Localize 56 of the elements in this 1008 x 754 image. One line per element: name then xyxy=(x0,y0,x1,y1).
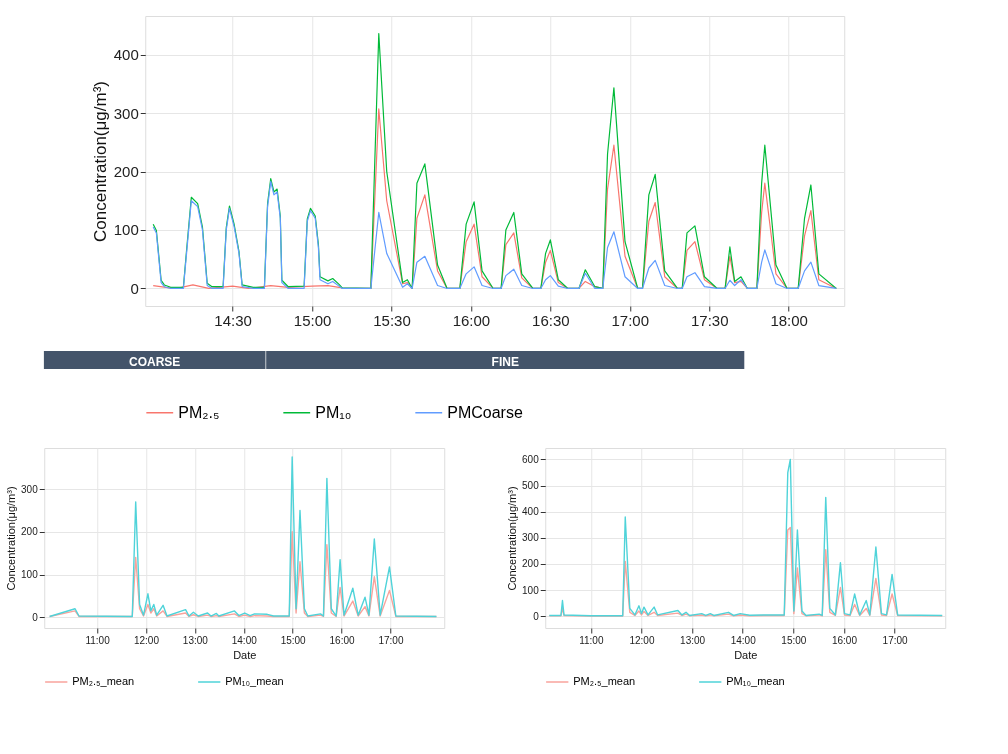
y-tick-label: 100 xyxy=(21,569,39,581)
x-tick-label: 17:00 xyxy=(882,634,909,646)
legend-label: PM₂.₅_mean xyxy=(573,675,636,687)
legend-label: PM₁₀_mean xyxy=(726,675,785,687)
y-tick-label: 400 xyxy=(113,46,139,64)
legend-label: PM₂.₅_mean xyxy=(72,675,135,687)
legend-label: PM₂.₅ xyxy=(178,403,220,421)
y-tick-label: 0 xyxy=(533,610,540,622)
y-axis-title: Concentration(μg/m³) xyxy=(5,486,18,591)
x-tick-label: 16:00 xyxy=(452,311,491,329)
x-axis-title: Date xyxy=(233,648,257,661)
line-series xyxy=(152,32,837,290)
text: COARSE xyxy=(129,355,181,369)
y-axis-title: Concentration(μg/m³) xyxy=(90,81,110,242)
y-tick-label: 300 xyxy=(522,532,540,544)
y-tick-label: 400 xyxy=(522,506,540,518)
y-tick-label: 300 xyxy=(113,104,139,122)
x-tick-label: 14:00 xyxy=(231,634,258,646)
x-tick-label: 13:00 xyxy=(182,634,209,646)
y-tick-label: 500 xyxy=(522,480,540,492)
legend-label: PM₁₀ xyxy=(315,403,352,421)
line-series xyxy=(48,456,438,618)
x-tick-label: 14:30 xyxy=(214,311,252,329)
x-tick-label: 16:30 xyxy=(532,311,570,329)
x-tick-label: 11:00 xyxy=(579,634,604,646)
y-tick-label: 0 xyxy=(32,611,39,623)
y-tick-label: 200 xyxy=(522,558,540,570)
x-tick-label: 12:00 xyxy=(133,634,160,646)
x-tick-label: 14:00 xyxy=(730,634,757,646)
y-tick-label: 0 xyxy=(130,279,139,297)
x-tick-label: 17:00 xyxy=(378,634,404,646)
x-tick-label: 15:30 xyxy=(373,311,411,329)
x-tick-label: 17:30 xyxy=(690,311,729,329)
y-axis-title: Concentration(μg/m³) xyxy=(506,486,519,591)
y-tick-label: 100 xyxy=(522,584,540,596)
x-tick-label: 16:00 xyxy=(329,634,356,646)
x-tick-label: 13:00 xyxy=(680,634,706,646)
x-tick-label: 15:00 xyxy=(280,634,307,646)
line-series xyxy=(548,458,943,617)
x-tick-label: 15:00 xyxy=(781,634,807,646)
x-tick-label: 15:00 xyxy=(293,311,332,329)
line-series xyxy=(152,180,837,290)
x-axis-title: Date xyxy=(734,648,758,661)
legend-label: PMCoarse xyxy=(447,403,523,421)
x-tick-label: 17:00 xyxy=(611,311,650,329)
x-tick-label: 12:00 xyxy=(629,634,655,646)
y-tick-label: 200 xyxy=(21,526,39,538)
y-tick-label: 100 xyxy=(113,221,139,239)
y-tick-label: 200 xyxy=(113,163,139,181)
x-tick-label: 18:00 xyxy=(770,311,808,329)
x-tick-label: 16:00 xyxy=(831,634,858,646)
text: FINE xyxy=(491,355,519,369)
y-tick-label: 600 xyxy=(522,453,540,465)
legend-label: PM₁₀_mean xyxy=(225,675,284,687)
y-tick-label: 300 xyxy=(21,483,39,495)
x-tick-label: 11:00 xyxy=(85,634,111,646)
